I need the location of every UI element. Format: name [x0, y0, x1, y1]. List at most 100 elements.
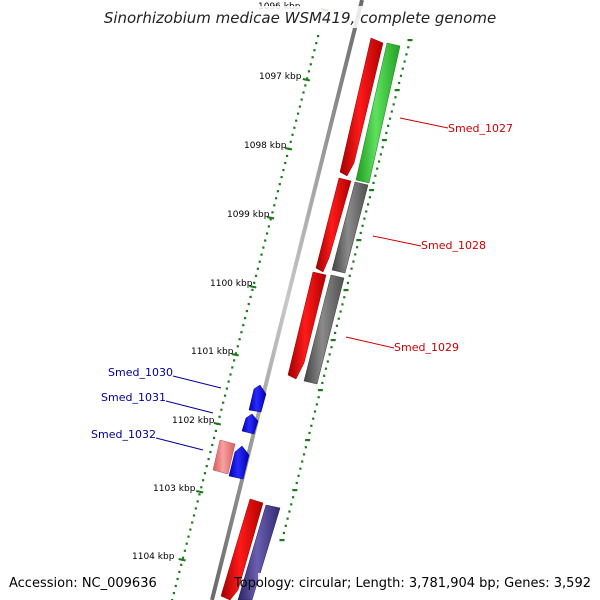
- blast-ring-dot: [343, 296, 346, 299]
- blast-ring-dot: [394, 89, 400, 92]
- ruler-dot: [203, 472, 207, 475]
- ruler-labels: 1096 kbp 1097 kbp 1098 kbp 1099 kbp 1100…: [132, 2, 302, 562]
- ruler-dot: [198, 493, 201, 496]
- ruler-tick-label: 1098 kbp: [244, 141, 287, 151]
- ruler-tick-label: 1103 kbp: [153, 484, 196, 494]
- gene-label-smed-1028[interactable]: Smed_1028: [421, 239, 486, 252]
- ruler-dot: [280, 176, 283, 179]
- gene-arrow-smed-1029[interactable]: [287, 271, 327, 380]
- ruler-dot: [234, 352, 238, 355]
- blast-ring-dot: [407, 46, 410, 49]
- blast-ring-dot: [365, 210, 368, 213]
- ruler-dot: [258, 260, 261, 263]
- gene-label-smed-1027[interactable]: Smed_1027: [448, 122, 513, 135]
- blast-ring-dot: [403, 60, 406, 63]
- ruler-dot: [307, 70, 311, 73]
- leader-smed-1032: [155, 437, 204, 451]
- blast-ring-dot: [302, 453, 306, 456]
- ruler-dot: [278, 183, 281, 186]
- blast-ring-dot: [291, 496, 295, 499]
- ruler-dot: [236, 345, 239, 348]
- blast-ring-dot: [279, 539, 285, 542]
- ruler-dot: [220, 408, 223, 411]
- ruler-tick: [196, 490, 204, 494]
- blast-ring-dot: [366, 203, 370, 206]
- ruler-dot: [267, 225, 270, 228]
- blast-ring-dot: [305, 439, 311, 442]
- blast-ring-dot: [363, 217, 366, 220]
- ruler-dot: [218, 415, 221, 418]
- leader-smed-1029: [345, 336, 395, 349]
- blast-ring-dot: [330, 339, 336, 342]
- ruler-dot: [233, 359, 236, 362]
- ruler-dot: [209, 450, 212, 454]
- blast-ring-dot: [297, 474, 300, 477]
- ruler-dot: [302, 91, 305, 94]
- blast-ring-dot: [321, 381, 324, 385]
- ruler-dot: [187, 535, 190, 538]
- gene-arrow-smed-1027[interactable]: [339, 37, 384, 177]
- gene-arrow-smed-1031[interactable]: [241, 413, 259, 435]
- ruler-tick: [231, 353, 239, 357]
- blast-ring-dot: [290, 503, 293, 506]
- ruler-dot: [231, 366, 234, 369]
- ruler-dot: [245, 309, 249, 313]
- blast-hit-grey-2: [303, 274, 345, 385]
- blast-ring-dot: [317, 389, 323, 392]
- ruler-dot: [191, 521, 194, 524]
- ruler-dot: [273, 204, 276, 207]
- blast-ring-dot: [341, 303, 344, 306]
- blast-ring-dot: [284, 524, 287, 527]
- cds-reverse-track: [212, 384, 267, 480]
- ruler-dot: [315, 42, 318, 45]
- blast-ring-dot: [379, 153, 382, 156]
- topology-label: Topology: circular; Length: 3,781,904 bp…: [233, 576, 591, 591]
- ruler-dot: [298, 105, 301, 108]
- blast-ring-dot: [374, 174, 377, 177]
- gene-label-smed-1032[interactable]: Smed_1032: [91, 428, 156, 441]
- ruler-dot: [275, 197, 278, 200]
- ruler-tick-label: 1097 kbp: [259, 72, 302, 82]
- blast-ring-dot: [334, 331, 337, 335]
- ruler-dot: [260, 253, 263, 256]
- blast-ring-dot: [372, 181, 375, 185]
- gene-arrow-smed-1028[interactable]: [315, 177, 352, 273]
- blast-ring-dot: [368, 196, 371, 199]
- blast-ring-dots: [279, 39, 413, 542]
- gene-arrow-smed-1030[interactable]: [248, 384, 267, 413]
- ruler-dot: [296, 112, 300, 115]
- ruler-dot: [282, 168, 285, 172]
- ruler-dot: [264, 239, 267, 242]
- blast-ring-dot: [407, 39, 413, 42]
- gene-label-smed-1031[interactable]: Smed_1031: [101, 391, 166, 404]
- blast-ring-dot: [359, 231, 362, 235]
- ruler-dot: [309, 63, 312, 66]
- ruler-tick-label: 1100 kbp: [210, 279, 253, 289]
- ruler-dot: [238, 338, 241, 341]
- leader-smed-1028: [372, 235, 422, 247]
- ruler-dot: [212, 436, 216, 440]
- gene-label-smed-1030[interactable]: Smed_1030: [108, 366, 173, 379]
- gene-arrow-lower[interactable]: [220, 498, 264, 600]
- ruler-dot: [251, 288, 254, 291]
- gene-arrow-smed-1032[interactable]: [228, 445, 250, 480]
- blast-ring-dot: [292, 489, 298, 492]
- blast-ring-dot: [324, 367, 328, 370]
- gene-label-smed-1029[interactable]: Smed_1029: [394, 341, 459, 354]
- ruler-dot: [227, 380, 230, 383]
- blast-ring-dot: [381, 146, 384, 149]
- blast-ring-dot: [339, 310, 342, 313]
- ruler-tick-label: 1101 kbp: [191, 347, 234, 357]
- gene-pink: [212, 439, 236, 475]
- ruler-dot: [185, 542, 188, 545]
- gene-label-leaders: [155, 117, 449, 451]
- ruler-tick-label: 1102 kbp: [172, 416, 215, 426]
- blast-ring-dot: [381, 139, 387, 142]
- blast-ring-dot: [343, 289, 349, 292]
- blast-ring-dot: [346, 281, 350, 285]
- ruler-dot: [304, 84, 307, 87]
- cds-forward-track: [220, 37, 384, 600]
- ruler-dot: [242, 324, 245, 327]
- blast-ring-dot: [369, 189, 375, 192]
- ruler-dot: [256, 267, 259, 270]
